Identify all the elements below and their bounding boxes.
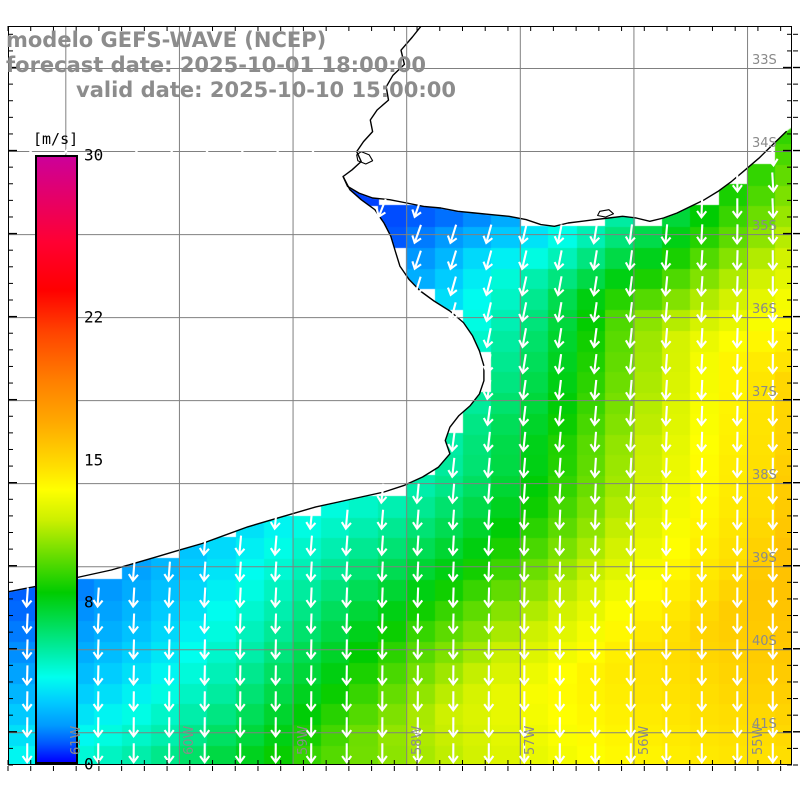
figure-title-block: modelo GEFS-WAVE (NCEP) forecast date: 2… [6, 28, 526, 103]
map-gridlines [9, 27, 791, 764]
lat-label-33S: 33S [752, 52, 777, 68]
lon-label-58W: 58W [409, 725, 425, 755]
model-name-line: modelo GEFS-WAVE (NCEP) [6, 28, 327, 52]
lat-label-34S: 34S [752, 135, 777, 151]
lat-label-41S: 41S [752, 716, 777, 732]
lon-label-60W: 60W [182, 725, 198, 755]
lat-label-38S: 38S [752, 467, 777, 483]
forecast-date-line: forecast date: 2025-10-01 18:00:00 [6, 53, 426, 77]
colorbar-gradient [37, 157, 76, 762]
lon-label-56W: 56W [636, 725, 652, 755]
valid-date-line: valid date: 2025-10-10 15:00:00 [76, 78, 456, 102]
colorbar-tick-8: 8 [84, 592, 94, 612]
colorbar-tick-0: 0 [84, 754, 94, 774]
colorbar[interactable] [35, 155, 78, 764]
map-plot-area[interactable] [8, 26, 792, 765]
lon-label-59W: 59W [296, 725, 312, 755]
lon-label-61W: 61W [68, 725, 84, 755]
wind-direction-arrows [20, 146, 779, 764]
lon-label-57W: 57W [523, 725, 539, 755]
lat-label-36S: 36S [752, 301, 777, 317]
wind-speed-field [9, 27, 791, 764]
lat-label-40S: 40S [752, 633, 777, 649]
lat-label-39S: 39S [752, 550, 777, 566]
colorbar-tick-22: 22 [84, 307, 104, 327]
lat-label-37S: 37S [752, 384, 777, 400]
colorbar-units-label: [m/s] [33, 130, 79, 148]
lat-label-35S: 35S [752, 218, 777, 234]
colorbar-tick-15: 15 [84, 450, 104, 469]
colorbar-tick-30: 30 [84, 145, 104, 165]
